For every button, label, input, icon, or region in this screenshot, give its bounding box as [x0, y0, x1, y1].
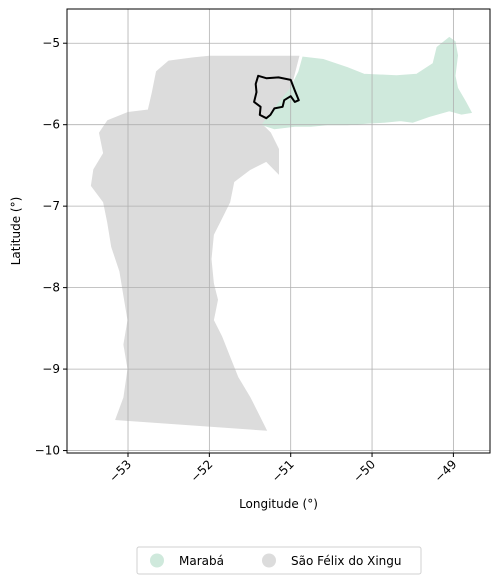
y-tick-label: −7 [42, 199, 60, 213]
x-tick-label: −53 [106, 457, 134, 485]
legend: Marabá São Félix do Xingu [136, 546, 422, 575]
y-tick-label: −10 [35, 444, 60, 458]
legend-label-maraba: Marabá [179, 554, 224, 568]
legend-frame [136, 546, 422, 575]
y-axis: −5 −6 −7 −8 −9 −10 [35, 36, 67, 458]
plot-area [66, 8, 491, 454]
y-tick-label: −9 [42, 362, 60, 376]
legend-swatch-maraba [150, 553, 164, 568]
y-axis-title: Latitude (°) [9, 197, 23, 266]
regions-layer [90, 36, 473, 431]
x-axis: −53 −52 −51 −50 −49 [106, 453, 460, 485]
x-axis-title: Longitude (°) [239, 497, 318, 511]
y-tick-label: −8 [42, 281, 60, 295]
x-tick-label: −50 [350, 457, 378, 485]
highlight-outline [253, 74, 300, 120]
region-sao-felix-do-xingu [90, 55, 300, 431]
x-tick-label: −52 [188, 457, 216, 485]
x-tick-label: −51 [269, 457, 297, 485]
axes-frame [66, 8, 491, 454]
legend-label-sao-felix-do-xingu: São Félix do Xingu [291, 554, 402, 568]
y-tick-label: −6 [42, 118, 60, 132]
legend-swatch-sao-felix-do-xingu [262, 553, 276, 568]
y-tick-label: −5 [42, 36, 60, 50]
x-tick-label: −49 [432, 457, 460, 485]
region-maraba [261, 36, 473, 130]
gridlines [67, 9, 490, 453]
